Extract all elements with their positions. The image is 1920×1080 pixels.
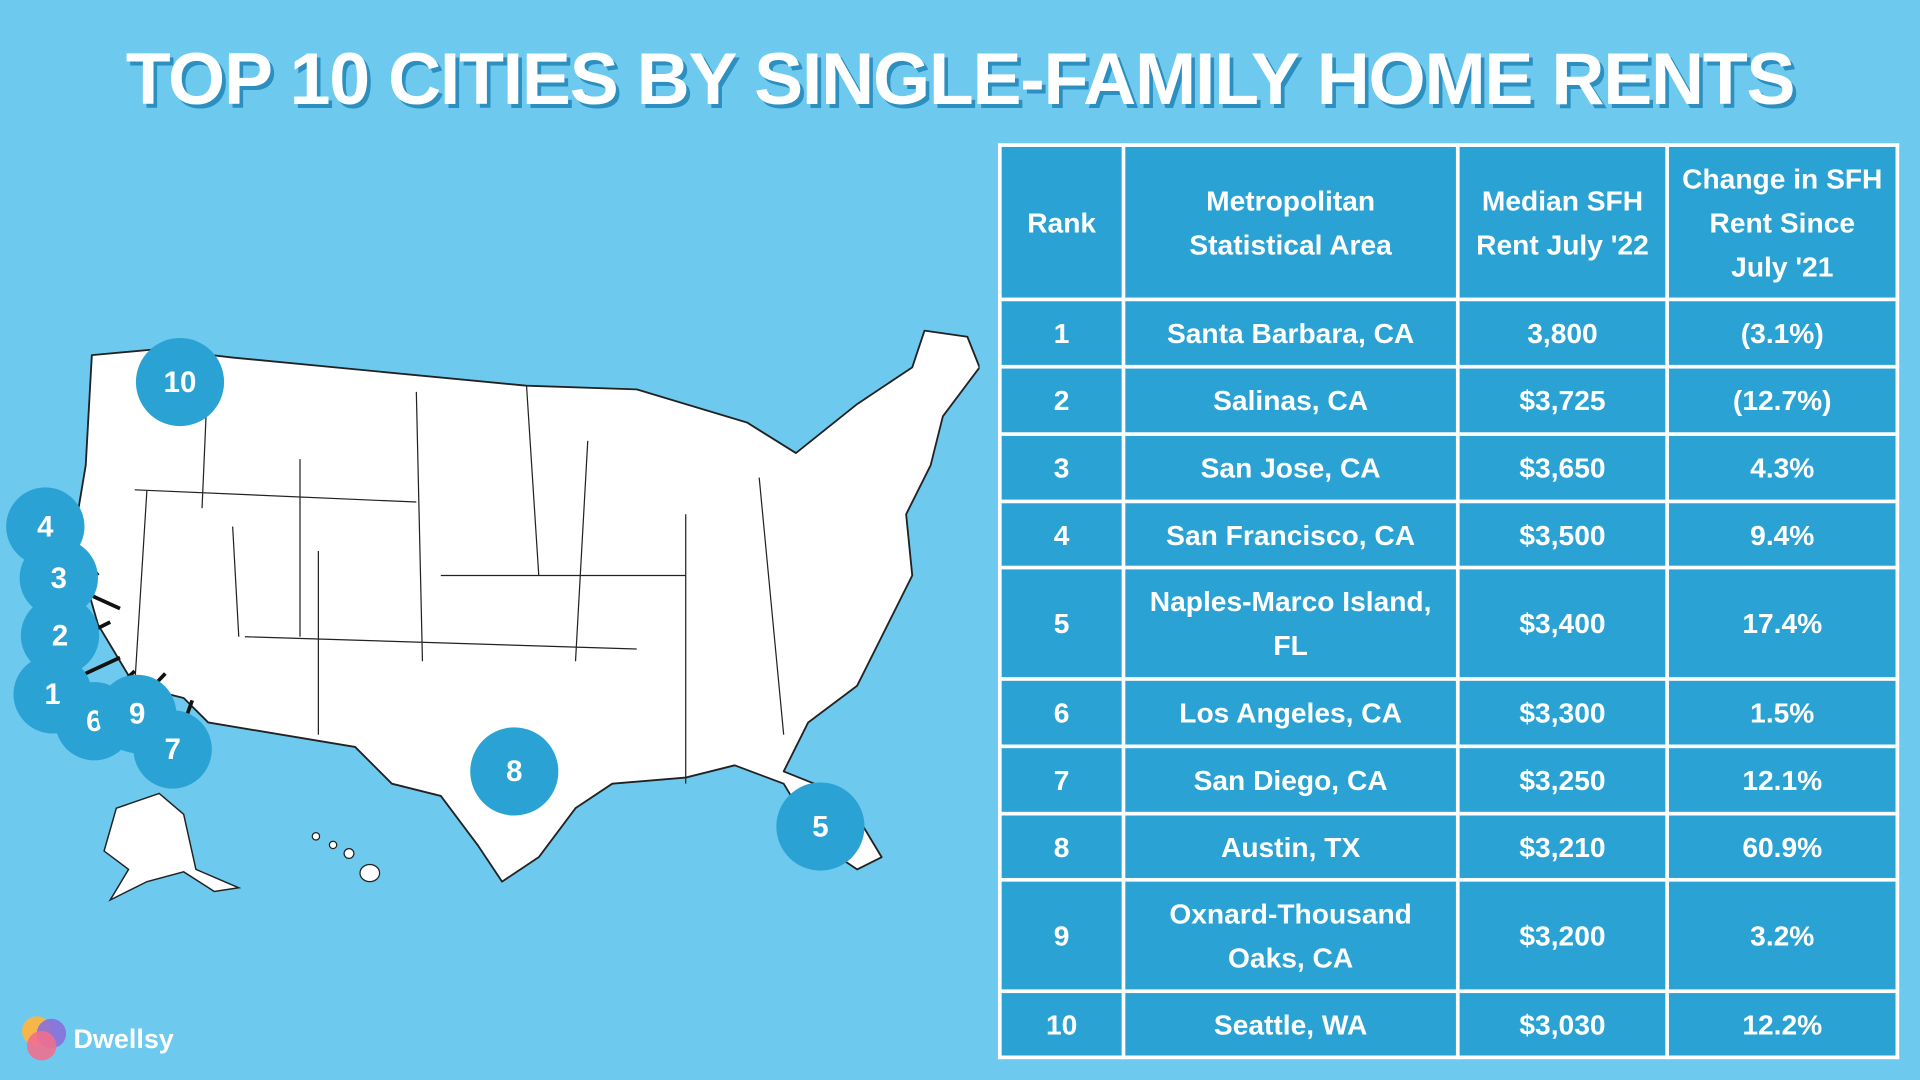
marker-label: 8 (506, 755, 522, 788)
table-cell: Santa Barbara, CA (1121, 297, 1460, 369)
table-cell: 3.2% (1665, 877, 1900, 994)
marker-label: 5 (812, 810, 828, 843)
table-cell: 9 (997, 877, 1126, 994)
marker-circle (776, 782, 865, 871)
table-cell: (12.7%) (1665, 364, 1900, 436)
table-cell: $3,650 (1455, 432, 1669, 504)
table-row: 7 San Diego, CA $3,250 12.1% (997, 744, 1900, 816)
table-cell: 7 (997, 744, 1126, 816)
table-cell: San Jose, CA (1121, 432, 1460, 504)
table-cell: 60.9% (1665, 811, 1900, 882)
title: TOP 10 CITIES BY SINGLE-FAMILY HOME RENT… (125, 37, 1796, 121)
table-cell: 2 (997, 364, 1126, 436)
table-cell: 3 (997, 432, 1126, 504)
table-row: 2 Salinas, CA $3,725 (12.7%) (997, 364, 1900, 436)
table-cell: Austin, TX (1121, 811, 1460, 882)
table-cell: 1 (997, 297, 1126, 369)
table-cell: $3,210 (1455, 811, 1669, 882)
table-row: 3 San Jose, CA $3,650 4.3% (997, 432, 1900, 504)
table-cell: 9.4% (1665, 499, 1900, 570)
table-cell: Seattle, WA (1121, 989, 1460, 1060)
marker-label: 10 (164, 366, 197, 399)
marker-circle (135, 337, 225, 427)
table-cell: 10 (997, 989, 1126, 1060)
header-cell: Rank (997, 143, 1126, 302)
table-cell: $3,200 (1455, 877, 1669, 994)
rent-table: Rank Metropolitan Statistical Area Median … (997, 143, 1900, 1060)
marker-circle (20, 596, 100, 675)
table-cell: 5 (997, 565, 1126, 681)
table-cell: 4 (997, 499, 1126, 570)
table-row: 1 Santa Barbara, CA 3,800 (3.1%) (997, 297, 1900, 369)
table-cell: 6 (997, 677, 1126, 749)
table-cell: Oxnard-Thousand Oaks, CA (1121, 877, 1460, 994)
table-row: 9 Oxnard-Thousand Oaks, CA $3,200 3.2% (997, 877, 1900, 994)
table-cell: 4.3% (1665, 432, 1900, 504)
marker-label: 1 (44, 678, 60, 711)
table-cell: Los Angeles, CA (1121, 677, 1460, 749)
table-cell: 3,800 (1455, 297, 1669, 369)
table-row: 4 San Francisco, CA $3,500 9.4% (997, 499, 1900, 570)
table-row: 5 Naples-Marco Island, FL $3,400 17.4% (997, 565, 1900, 681)
hawaii (311, 832, 381, 883)
table-row: 8 Austin, TX $3,210 60.9% (997, 811, 1900, 882)
marker-circle (19, 538, 98, 618)
table-cell: San Diego, CA (1121, 744, 1460, 816)
table-row: 6 Los Angeles, CA $3,300 1.5% (997, 677, 1900, 749)
table-cell: 12.2% (1665, 989, 1900, 1060)
table-cell: 12.1% (1665, 744, 1900, 816)
header-row: Rank Metropolitan Statistical Area Median … (997, 143, 1900, 302)
table-cell: $3,300 (1455, 677, 1669, 749)
table-cell: San Francisco, CA (1121, 499, 1460, 570)
marker-label: 4 (37, 510, 54, 543)
table-cell: $3,250 (1455, 744, 1669, 816)
table-cell: $3,725 (1455, 364, 1669, 436)
table-cell: 17.4% (1665, 565, 1900, 681)
table-cell: Naples-Marco Island, FL (1121, 565, 1460, 681)
marker-label: 3 (51, 562, 67, 595)
header-cell: Change in SFH Rent Since July '21 (1665, 143, 1900, 302)
header-cell: Metropolitan Statistical Area (1121, 143, 1460, 302)
table-cell: $3,030 (1455, 989, 1669, 1060)
logo-text: Dwellsy (73, 1023, 174, 1055)
table-cell: Salinas, CA (1121, 364, 1460, 436)
table-cell: 1.5% (1665, 677, 1900, 749)
logo-icon (22, 1016, 67, 1061)
header-cell: Median SFH Rent July '22 (1455, 143, 1669, 302)
marker-circle (470, 727, 559, 816)
marker-label: 7 (164, 733, 180, 766)
alaska (103, 792, 242, 902)
table-cell: (3.1%) (1665, 297, 1900, 369)
table-row: 10 Seattle, WA $3,030 12.2% (997, 989, 1900, 1060)
marker-label: 9 (129, 698, 145, 731)
state-lines (134, 367, 785, 784)
marker-circle (133, 710, 212, 789)
table-cell: $3,500 (1455, 499, 1669, 570)
table-cell: $3,400 (1455, 565, 1669, 681)
marker-label: 2 (52, 619, 68, 652)
table-cell: 8 (997, 811, 1126, 882)
